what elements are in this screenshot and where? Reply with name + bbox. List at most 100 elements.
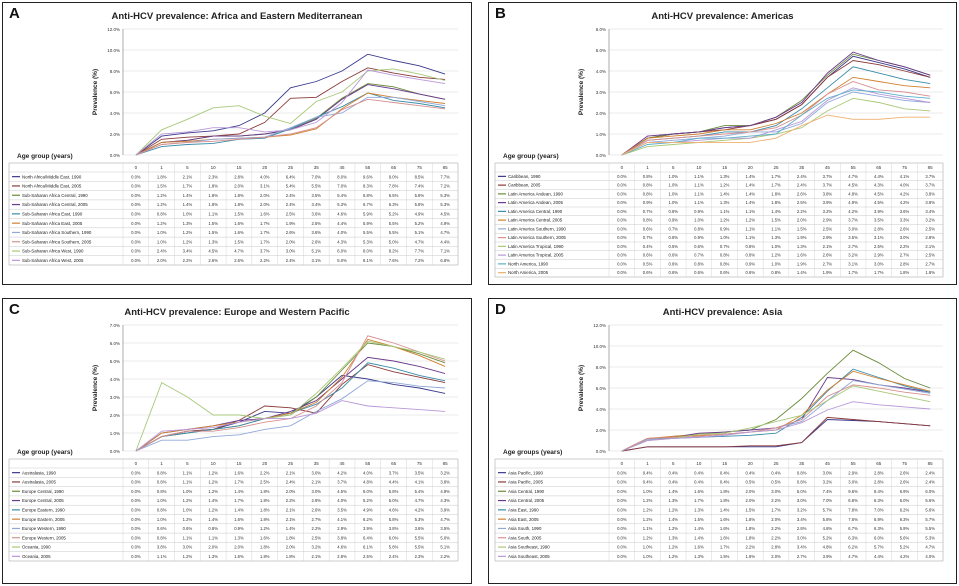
data-label: 0.8%: [720, 253, 730, 258]
y-tick-label: 0.0%: [110, 449, 120, 454]
data-label: 4.2%: [900, 554, 910, 559]
data-label: 1.1%: [694, 200, 704, 205]
data-label: 1.4%: [668, 517, 678, 522]
data-label: 4.5%: [874, 200, 884, 205]
legend-entry: Australasia, 2005: [22, 480, 56, 485]
legend-entry: Latin America Central, 2005: [508, 218, 563, 223]
data-label: 8.2%: [389, 249, 399, 254]
data-label: 0.0%: [131, 239, 141, 244]
data-label: 3.1%: [311, 258, 321, 263]
data-label: 2.8%: [874, 470, 884, 475]
data-label: 1.1%: [643, 526, 653, 531]
data-label: 1.3%: [208, 239, 218, 244]
data-label: 6.3%: [874, 498, 884, 503]
chart-c: 0.0% 1.0% 2.0% 3.0% 4.0% 5.0% 6.0% 7.0% Prevalen…: [8, 323, 459, 562]
data-label: 5.5%: [415, 545, 425, 550]
data-label: 1.5%: [694, 517, 704, 522]
data-label: 4.2%: [415, 507, 425, 512]
data-label: 3.9%: [363, 526, 373, 531]
data-label: 1.7%: [771, 174, 781, 179]
data-label: 0.8%: [746, 253, 756, 258]
y-tick-label: 2.0%: [596, 428, 606, 433]
data-label: 3.5%: [311, 193, 321, 198]
legend-entry: Asia South, 2005: [508, 535, 542, 540]
series-line: [621, 380, 931, 452]
data-label: 3.9%: [874, 209, 884, 214]
data-label: 5.1%: [440, 545, 450, 550]
data-label: 1.2%: [668, 507, 678, 512]
data-label: 0.7%: [643, 209, 653, 214]
legend-entry: North Africa/Middle East, 2005: [22, 184, 82, 189]
data-label: 3.2%: [440, 470, 450, 475]
data-label: 3.0%: [823, 470, 833, 475]
data-label: 6.2%: [900, 507, 910, 512]
data-label: 2.2%: [440, 554, 450, 559]
legend-entry: North America, 1990: [508, 261, 549, 266]
data-label: 0.0%: [131, 517, 141, 522]
data-label: 0.4%: [694, 470, 704, 475]
data-label: 4.8%: [823, 545, 833, 550]
legend-entry: Asia South, 1990: [508, 526, 542, 531]
data-label: 5.9%: [900, 526, 910, 531]
data-label: 5.5%: [389, 230, 399, 235]
series-line: [621, 66, 931, 156]
series-line: [135, 92, 446, 156]
data-label: 3.8%: [925, 200, 935, 205]
legend-entry: Europe Eastern, 1990: [22, 507, 65, 512]
data-label: 2.4%: [286, 258, 296, 263]
data-label: 2.9%: [823, 218, 833, 223]
data-label: 0.9%: [643, 200, 653, 205]
data-label: 4.3%: [440, 498, 450, 503]
data-label: 5.5%: [363, 230, 373, 235]
data-label: 0.0%: [131, 535, 141, 540]
x-tick-label: 1: [160, 461, 163, 466]
data-label: 4.4%: [874, 174, 884, 179]
data-label: 1.8%: [925, 270, 935, 275]
data-label: 0.4%: [668, 480, 678, 485]
data-label: 0.0%: [131, 545, 141, 550]
data-label: 4.2%: [848, 209, 858, 214]
data-label: 1.8%: [746, 535, 756, 540]
data-label: 2.4%: [286, 193, 296, 198]
legend-entry: Europe Western, 1990: [22, 526, 66, 531]
data-label: 1.2%: [643, 535, 653, 540]
legend-entry: Latin America Southern, 1990: [508, 226, 566, 231]
data-label: 0.8%: [157, 211, 167, 216]
data-label: 0.0%: [131, 507, 141, 512]
data-label: 2.2%: [746, 545, 756, 550]
data-label: 7.0%: [874, 507, 884, 512]
data-label: 1.2%: [183, 239, 193, 244]
panel-c: C Anti-HCV prevalence: Europe and Wester…: [2, 298, 472, 584]
data-label: 1.0%: [183, 489, 193, 494]
data-label: 0.0%: [131, 498, 141, 503]
data-label: 7.7%: [415, 249, 425, 254]
data-label: 3.2%: [925, 218, 935, 223]
data-label: 1.9%: [797, 235, 807, 240]
data-label: 2.2%: [260, 258, 270, 263]
data-label: 1.9%: [823, 270, 833, 275]
data-label: 2.0%: [286, 489, 296, 494]
data-label: 1.6%: [234, 221, 244, 226]
legend-entry: Asia East, 2005: [508, 517, 539, 522]
data-label: 1.2%: [157, 221, 167, 226]
data-label: 9.6%: [848, 489, 858, 494]
data-label: 5.8%: [389, 489, 399, 494]
data-label: 7.0%: [311, 174, 321, 179]
data-label: 1.8%: [260, 554, 270, 559]
data-label: 1.8%: [260, 507, 270, 512]
data-label: 8.5%: [415, 174, 425, 179]
data-label: 1.6%: [234, 554, 244, 559]
data-label: 0.0%: [617, 183, 627, 188]
data-label: 1.7%: [771, 507, 781, 512]
data-label: 4.8%: [823, 526, 833, 531]
data-label: 2.4%: [286, 202, 296, 207]
data-label: 1.8%: [208, 193, 218, 198]
data-label: 1.2%: [157, 202, 167, 207]
data-label: 5.0%: [440, 535, 450, 540]
data-label: 6.0%: [925, 489, 935, 494]
data-label: 2.9%: [823, 235, 833, 240]
data-label: 4.9%: [415, 211, 425, 216]
data-label: 1.6%: [720, 526, 730, 531]
x-tick-label: 5: [672, 165, 675, 170]
data-label: 5.6%: [925, 507, 935, 512]
